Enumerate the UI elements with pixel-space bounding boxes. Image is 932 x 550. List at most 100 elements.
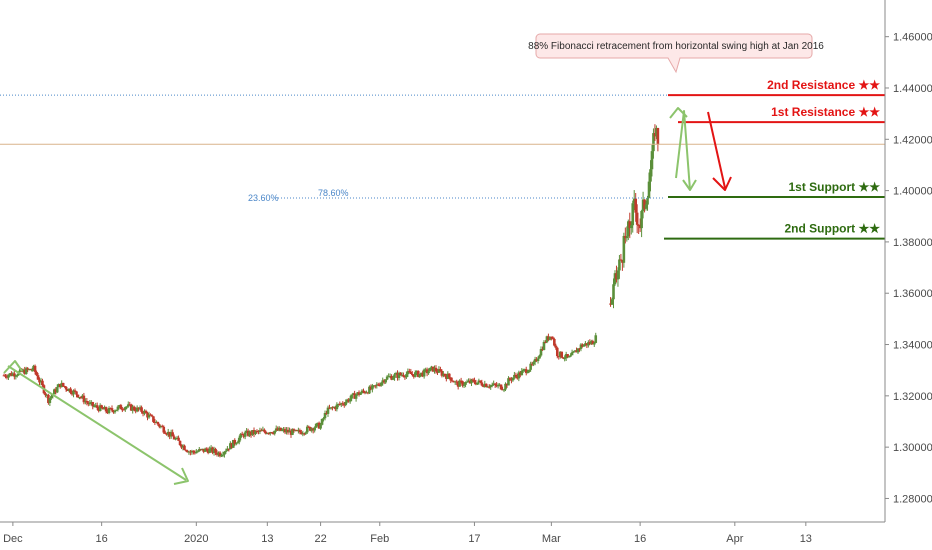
candle-body: [155, 422, 158, 424]
candle-body: [625, 236, 629, 239]
candle-body: [217, 452, 220, 455]
candle-body: [452, 381, 456, 383]
candle-body: [146, 413, 149, 418]
candle-body: [48, 398, 52, 403]
arrows: [3, 107, 732, 485]
candle-body: [566, 354, 569, 357]
candle-body: [292, 429, 296, 431]
candle-body: [66, 389, 69, 391]
candle-body: [186, 450, 189, 453]
y-tick-label: 1.42000: [893, 134, 932, 146]
candle-body: [521, 369, 525, 371]
y-tick-label: 1.28000: [893, 493, 932, 505]
candle-body: [295, 430, 299, 432]
candle-body: [113, 410, 117, 413]
candle-body: [104, 407, 108, 412]
candle-body: [366, 392, 370, 394]
candle-body: [332, 407, 336, 409]
candle-body: [279, 427, 282, 431]
candle-body: [301, 433, 305, 435]
candle-body: [339, 403, 343, 405]
candle-body: [175, 437, 179, 439]
candle-body: [421, 372, 424, 377]
candle-body: [492, 383, 495, 385]
candle-body: [223, 451, 226, 455]
candle-body: [70, 392, 74, 395]
candle-body: [490, 384, 494, 386]
candle-body: [5, 376, 9, 378]
candle-body: [187, 451, 191, 453]
candle-body: [212, 448, 216, 453]
candle-body: [425, 369, 429, 374]
candle-body: [489, 385, 493, 388]
candle-body: [325, 413, 328, 415]
candle-body: [381, 380, 385, 383]
candle-body: [41, 380, 44, 386]
candle-body: [209, 447, 213, 449]
candle-body: [584, 343, 587, 345]
candle-body: [76, 394, 80, 398]
candle-body: [35, 371, 38, 376]
candle-body: [526, 371, 530, 374]
y-tick-label: 1.38000: [893, 237, 932, 249]
candle-body: [243, 432, 247, 437]
candle-body: [433, 367, 436, 372]
candle-body: [189, 451, 192, 453]
candle-body: [640, 210, 643, 229]
candle-body: [569, 355, 572, 357]
candle-body: [446, 373, 450, 379]
candle-body: [520, 370, 524, 376]
candle-body: [550, 336, 553, 338]
y-axis-panel: [886, 0, 932, 550]
candle-body: [477, 380, 481, 383]
candle-body: [643, 199, 646, 209]
candle-body: [300, 432, 303, 435]
candle-body: [193, 452, 197, 454]
candle-body: [190, 450, 194, 453]
candle-body: [519, 372, 522, 376]
candle-body: [61, 382, 65, 387]
candle-body: [112, 410, 115, 413]
candle-body: [631, 203, 635, 226]
candle-body: [419, 372, 423, 374]
candle-body: [468, 380, 472, 384]
candle-body: [502, 389, 506, 391]
candle-body: [220, 455, 223, 457]
candle-body: [440, 371, 444, 376]
candle-body: [356, 392, 359, 395]
y-axis: 1.46000 1.44000 1.42000 1.40000 1.38000 1.360…: [884, 0, 932, 550]
candle-body: [536, 358, 540, 362]
candle-body: [590, 341, 593, 344]
candle-body: [47, 394, 50, 403]
candle-body: [408, 371, 411, 373]
candle-body: [547, 336, 550, 340]
candle-body: [73, 390, 77, 392]
candle-body: [428, 367, 432, 372]
candle-body: [266, 433, 269, 435]
candle-body: [649, 169, 652, 182]
candle-body: [638, 225, 642, 229]
candle-body: [634, 198, 637, 213]
candle-body: [544, 341, 547, 343]
candle-body: [397, 372, 401, 378]
y-tick-label: 1.46000: [893, 32, 932, 44]
candle-body: [88, 402, 92, 405]
candle-body: [641, 199, 645, 211]
candle-body: [505, 383, 509, 386]
candle-body: [55, 387, 59, 393]
candle-body: [239, 433, 243, 438]
candle-body: [203, 448, 207, 452]
candle-body: [282, 429, 285, 431]
candle-body: [567, 356, 571, 358]
candle-body: [310, 428, 314, 431]
candle-body: [32, 365, 35, 370]
candle-body: [510, 379, 513, 381]
candle-body: [140, 407, 143, 412]
candle-body: [311, 428, 315, 431]
x-tick-label: 17: [468, 533, 480, 545]
candle-body: [298, 430, 302, 433]
candle-body: [126, 404, 130, 407]
candle-body: [132, 406, 136, 411]
candle-body: [107, 408, 111, 414]
x-tick-label: Dec: [3, 533, 23, 545]
